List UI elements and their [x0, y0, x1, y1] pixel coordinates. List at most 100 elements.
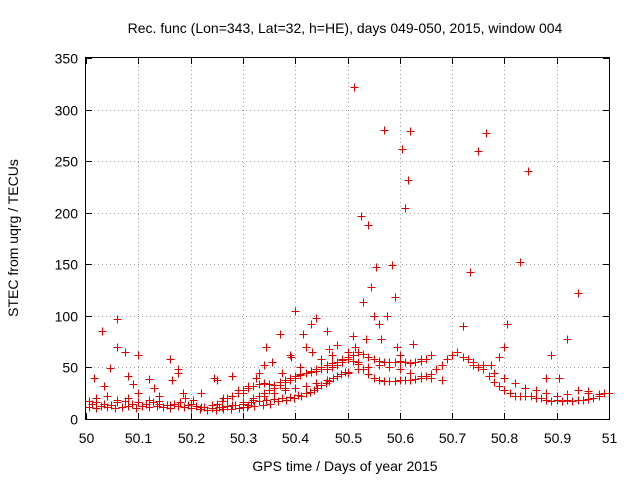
data-point	[168, 376, 177, 385]
data-point	[524, 167, 533, 176]
data-point	[466, 268, 475, 277]
data-point	[417, 372, 426, 381]
data-point	[380, 126, 389, 135]
data-point	[401, 204, 410, 213]
data-point	[121, 348, 130, 357]
data-point	[333, 372, 342, 381]
data-point	[500, 374, 509, 383]
data-point	[145, 375, 154, 384]
data-point	[359, 350, 368, 359]
data-point	[406, 376, 415, 385]
data-point	[286, 393, 295, 402]
data-point	[128, 400, 137, 409]
data-point	[228, 392, 237, 401]
y-tick-label: 100	[55, 309, 79, 325]
data-point	[287, 353, 296, 362]
data-point	[503, 320, 512, 329]
data-point	[302, 389, 311, 398]
data-point	[532, 386, 541, 395]
data-point	[249, 394, 258, 403]
data-point	[189, 396, 198, 405]
data-point	[406, 127, 415, 136]
data-point	[391, 377, 400, 386]
data-point	[174, 369, 183, 378]
data-point	[145, 396, 154, 405]
data-point	[354, 348, 363, 357]
data-point	[270, 389, 279, 398]
data-point	[364, 353, 373, 362]
data-point	[329, 374, 338, 383]
data-point	[547, 351, 556, 360]
data-point	[155, 392, 164, 401]
data-point	[393, 343, 402, 352]
data-point	[234, 389, 243, 398]
data-point	[364, 221, 373, 230]
x-tick-label: 50.3	[230, 430, 257, 446]
data-point	[213, 376, 222, 385]
data-point	[411, 375, 420, 384]
data-point	[118, 403, 127, 412]
data-point	[307, 320, 316, 329]
x-tick-label: 50.6	[387, 430, 414, 446]
ticks-layer	[86, 58, 610, 420]
data-point	[249, 382, 258, 391]
data-point	[213, 400, 222, 409]
data-point	[495, 353, 504, 362]
data-point	[100, 382, 109, 391]
data-point	[203, 406, 212, 415]
data-point	[270, 381, 279, 390]
y-axis-label: STEC from uqrg / TECUs	[5, 159, 21, 317]
data-point	[223, 394, 232, 403]
data-point	[595, 390, 604, 399]
data-point	[317, 381, 326, 390]
x-tick-label: 50.7	[439, 430, 466, 446]
data-point	[337, 370, 346, 379]
data-point	[278, 394, 287, 403]
data-point	[584, 389, 593, 398]
data-point	[485, 372, 494, 381]
data-point	[388, 261, 397, 270]
data-point	[166, 355, 175, 364]
data-point	[398, 145, 407, 154]
data-point	[375, 361, 384, 370]
y-tick-labels: 0 50 100 150 200 250 300 350	[55, 51, 79, 428]
data-point	[422, 355, 431, 364]
y-tick-label: 350	[55, 51, 79, 67]
data-point	[490, 369, 499, 378]
data-point	[417, 357, 426, 366]
chart-title: Rec. func (Lon=343, Lat=32, h=HE), days …	[128, 20, 563, 36]
data-point	[349, 332, 358, 341]
data-point	[555, 374, 564, 383]
data-point	[98, 327, 107, 336]
data-point	[482, 129, 491, 138]
data-point	[302, 382, 311, 391]
data-point	[427, 374, 436, 383]
data-point	[302, 369, 311, 378]
data-point	[276, 378, 285, 387]
data-point	[438, 376, 447, 385]
data-point	[370, 374, 379, 383]
data-point	[396, 365, 405, 374]
y-tick-label: 50	[62, 360, 78, 376]
data-point	[474, 363, 483, 372]
data-point	[196, 405, 205, 414]
data-point	[286, 374, 295, 383]
y-tick-label: 200	[55, 206, 79, 222]
data-point	[351, 343, 360, 352]
x-tick-label: 50.9	[544, 430, 571, 446]
data-point	[278, 369, 287, 378]
data-point	[208, 401, 217, 410]
data-point	[103, 392, 112, 401]
data-point	[391, 293, 400, 302]
data-point	[138, 402, 147, 411]
data-point	[235, 404, 244, 413]
data-point	[438, 361, 447, 370]
data-point	[306, 388, 315, 397]
data-point	[179, 389, 188, 398]
data-point	[372, 263, 381, 272]
data-point	[459, 322, 468, 331]
data-point	[323, 327, 332, 336]
data-point	[432, 365, 441, 374]
data-point	[375, 376, 384, 385]
data-point	[134, 398, 143, 407]
